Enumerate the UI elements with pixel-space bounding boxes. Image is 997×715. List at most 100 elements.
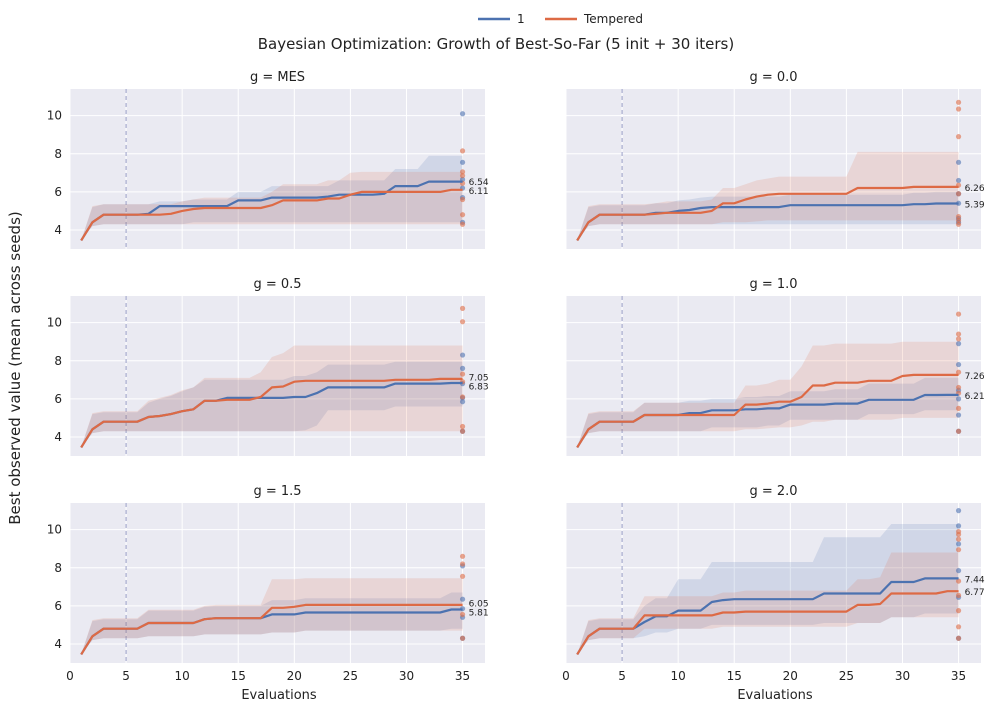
- seed-point-tempered: [459, 305, 466, 311]
- seed-point-1: [459, 352, 466, 358]
- panel-4: g = 1.5 4 6 8 10 0 5 10 15 20 25 30 35 5.816.05: [47, 484, 489, 683]
- x-tick-label: 35: [951, 669, 966, 683]
- end-value-label: 6.11: [469, 187, 489, 197]
- x-tick-label: 30: [399, 669, 414, 683]
- y-tick-label: 8: [54, 561, 62, 575]
- x-tick-label: 10: [175, 669, 190, 683]
- series-line-tempered: [576, 185, 959, 241]
- seed-point-tempered: [459, 148, 466, 154]
- seed-point-tempered: [955, 369, 962, 375]
- seed-point-1: [459, 365, 466, 371]
- x-tick-label: 5: [618, 669, 626, 683]
- seed-point-1: [955, 341, 962, 347]
- confidence-band-1: [81, 592, 463, 655]
- seed-point-1: [459, 159, 466, 165]
- seed-point-tempered: [955, 99, 962, 105]
- end-value-label: 7.44: [965, 575, 985, 585]
- panel-title: g = 0.5: [253, 277, 301, 292]
- y-tick-label: 4: [54, 223, 62, 237]
- seed-point-1: [955, 412, 962, 418]
- seed-point-tempered: [459, 212, 466, 218]
- y-tick-label: 6: [54, 185, 62, 199]
- seed-point-tempered: [955, 592, 962, 598]
- confidence-band-1: [577, 191, 959, 241]
- end-value-label: 5.39: [965, 200, 985, 210]
- seed-point-1: [955, 523, 962, 529]
- x-tick-label: 15: [231, 669, 246, 683]
- end-value-label: 6.77: [965, 588, 985, 598]
- seed-point-1: [955, 177, 962, 184]
- y-tick-label: 6: [54, 392, 62, 406]
- x-tick-label: 10: [671, 669, 686, 683]
- end-value-label: 7.05: [469, 373, 489, 383]
- y-tick-label: 8: [54, 147, 62, 161]
- x-tick-label: 5: [122, 669, 130, 683]
- seed-point-tempered: [955, 536, 962, 542]
- confidence-band-1: [81, 361, 463, 448]
- x-tick-label: 35: [455, 669, 470, 683]
- seed-point-1: [955, 396, 962, 402]
- seed-point-1: [955, 361, 962, 368]
- seed-point-tempered: [459, 573, 466, 579]
- seed-point-tempered: [955, 531, 962, 538]
- seed-point-tempered: [955, 134, 962, 140]
- seed-point-tempered: [459, 561, 466, 567]
- panel-title: g = 1.0: [749, 277, 797, 292]
- seed-point-tempered: [955, 221, 962, 227]
- seed-point-tempered: [459, 553, 466, 559]
- panel-1: g = 0.0 5.39 6.26: [565, 70, 985, 249]
- panel-0: g = MES 4 6 8 10 6.546.11: [47, 70, 489, 249]
- panel-5: g = 2.0 0 5 10 15 20 25 30 35 7.44 6.77: [562, 484, 985, 683]
- y-tick-label: 6: [54, 599, 62, 613]
- confidence-band-1: [577, 524, 959, 655]
- x-tick-label: 0: [562, 669, 570, 683]
- end-value-label: 6.54: [469, 178, 489, 188]
- y-tick-label: 4: [54, 430, 62, 444]
- seed-point-tempered: [459, 221, 466, 227]
- end-value-label: 6.83: [469, 382, 489, 392]
- seed-point-1: [459, 399, 466, 405]
- series-line-tempered: [80, 377, 463, 448]
- x-tick-label: 30: [895, 669, 910, 683]
- confidence-band-tempered: [81, 578, 463, 655]
- seed-point-1: [459, 596, 466, 602]
- end-value-label: 6.26: [965, 184, 985, 194]
- panel-title: g = 0.0: [749, 70, 797, 85]
- seed-point-tempered: [955, 311, 962, 317]
- seed-point-tempered: [955, 578, 962, 584]
- seed-point-tempered: [955, 547, 962, 553]
- seed-point-tempered: [955, 624, 962, 630]
- seed-point-1: [955, 568, 962, 574]
- seed-point-tempered: [955, 635, 962, 641]
- confidence-band-tempered: [577, 552, 959, 655]
- seed-point-tempered: [955, 336, 962, 342]
- y-tick-label: 10: [47, 523, 62, 537]
- seed-point-tempered: [955, 217, 962, 224]
- seed-point-1: [459, 111, 466, 117]
- seed-point-tempered: [955, 191, 962, 197]
- y-tick-label: 4: [54, 637, 62, 651]
- seed-point-tempered: [459, 428, 466, 434]
- y-axis-label: Best observed value (mean across seeds): [6, 211, 24, 525]
- confidence-band-tempered: [577, 341, 959, 448]
- legend: 1 Tempered: [478, 12, 643, 26]
- end-value-label: 7.26: [965, 372, 985, 382]
- seed-point-tempered: [459, 635, 466, 641]
- x-tick-label: 25: [343, 669, 358, 683]
- seed-point-tempered: [955, 331, 962, 337]
- end-value-label: 5.81: [469, 609, 489, 619]
- series-line-tempered: [80, 188, 463, 241]
- series-line-tempered: [80, 603, 463, 655]
- y-tick-label: 8: [54, 354, 62, 368]
- panel-title: g = MES: [250, 70, 305, 85]
- x-tick-label: 0: [66, 669, 74, 683]
- y-tick-label: 10: [47, 109, 62, 123]
- series-line-tempered: [576, 590, 959, 655]
- seed-point-tempered: [459, 423, 466, 430]
- seed-point-tempered: [459, 371, 466, 377]
- x-axis-label-left: Evaluations: [241, 688, 317, 703]
- seed-point-tempered: [459, 169, 466, 175]
